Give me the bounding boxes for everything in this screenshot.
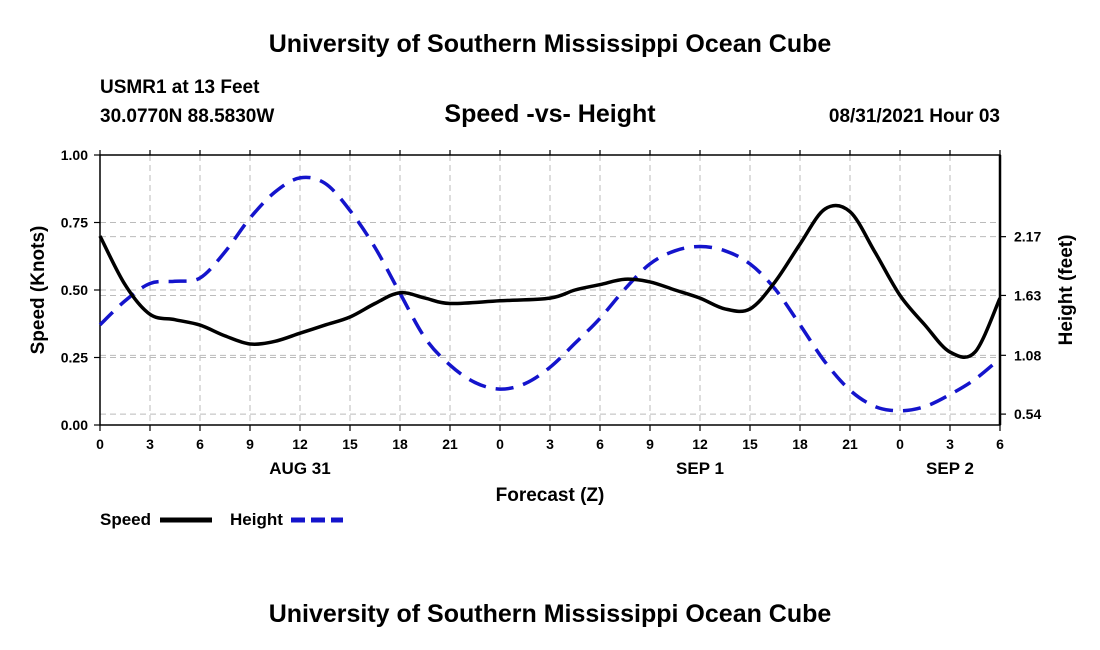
legend-label-speed: Speed: [100, 510, 151, 529]
y-tick-label: 0.75: [61, 215, 88, 231]
y-tick-label: 0.00: [61, 417, 88, 433]
x-tick-label: 9: [646, 436, 654, 452]
chart-subtitle: Speed -vs- Height: [444, 100, 656, 128]
date-label: AUG 31: [269, 459, 330, 478]
y2-tick-label: 2.17: [1014, 229, 1041, 245]
x-tick-label: 0: [96, 436, 104, 452]
x-tick-label: 0: [496, 436, 504, 452]
x-tick-label: 3: [546, 436, 554, 452]
x-tick-label: 9: [246, 436, 254, 452]
y-tick-label: 0.50: [61, 282, 88, 298]
y2-axis-label: Height (feet): [1056, 235, 1077, 346]
x-tick-label: 15: [342, 436, 358, 452]
date-label: SEP 2: [926, 459, 974, 478]
x-tick-label: 6: [996, 436, 1004, 452]
x-tick-label: 12: [692, 436, 708, 452]
y2-tick-label: 1.63: [1014, 287, 1041, 303]
speed-series-line: [98, 203, 1002, 359]
y2-tick-label: 1.08: [1014, 347, 1041, 363]
y-tick-label: 0.25: [61, 350, 88, 366]
height-series-line: [98, 175, 1002, 413]
y2-tick-label: 0.54: [1014, 406, 1041, 422]
coordinates-label: 30.0770N 88.5830W: [100, 106, 275, 127]
chart-title: University of Southern Mississippi Ocean…: [268, 30, 832, 58]
x-tick-label: 3: [946, 436, 954, 452]
x-tick-label: 18: [792, 436, 808, 452]
x-tick-label: 6: [596, 436, 604, 452]
x-axis-label: Forecast (Z): [496, 485, 605, 506]
x-tick-label: 18: [392, 436, 408, 452]
x-tick-label: 12: [292, 436, 308, 452]
x-tick-label: 3: [146, 436, 154, 452]
x-tick-label: 21: [442, 436, 458, 452]
datetime-label: 08/31/2021 Hour 03: [828, 106, 1000, 127]
date-label: SEP 1: [676, 459, 724, 478]
footer-title: University of Southern Mississippi Ocean…: [268, 600, 832, 628]
x-tick-label: 0: [896, 436, 904, 452]
legend-label-height: Height: [230, 510, 283, 529]
x-tick-label: 15: [742, 436, 758, 452]
y-tick-label: 1.00: [61, 147, 88, 163]
x-tick-label: 21: [842, 436, 858, 452]
station-label: USMR1 at 13 Feet: [100, 77, 260, 98]
y-axis-label: Speed (Knots): [28, 226, 49, 355]
x-tick-label: 6: [196, 436, 204, 452]
